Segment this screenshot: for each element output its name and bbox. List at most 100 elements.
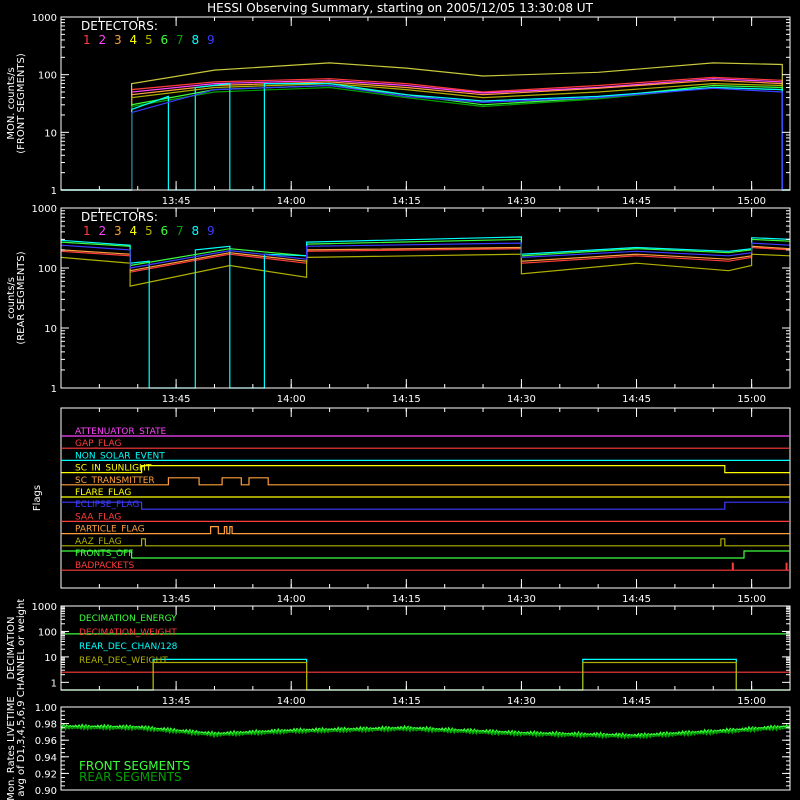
flags-plot-frame: [60, 407, 791, 589]
front-x-tick-label: 15:00: [737, 196, 766, 207]
decimation-legend-decimation-weight: DECIMATION_WEIGHT: [79, 628, 177, 638]
flag-label-particle-flag: PARTICLE_FLAG: [75, 525, 145, 535]
livetime-y-tick-label: 0.92: [35, 769, 57, 780]
rear-legend-item: 3: [114, 224, 122, 238]
rear-y-tick-label: 10: [44, 324, 57, 335]
livetime-legend-rear-segments: REAR SEGMENTS: [79, 770, 182, 784]
rear-legend-item: 1: [83, 224, 91, 238]
flags-x-tick-label: 14:15: [392, 594, 421, 605]
flag-label-saa-flag: SAA_FLAG: [75, 512, 121, 522]
rear-legend-item: 4: [130, 224, 138, 238]
livetime-y-tick-label: 0.98: [35, 720, 57, 731]
flags-x-tick-label: 14:45: [622, 594, 651, 605]
decimation-legend-rear-dec-weight: REAR_DEC_WEIGHT: [79, 656, 168, 666]
front-legend-title: DETECTORS:: [81, 19, 158, 33]
rear-y-tick-label: 1: [51, 384, 57, 395]
rear-legend-item: 7: [176, 224, 184, 238]
flag-label-gap-flag: GAP_FLAG: [75, 439, 121, 449]
rear-legend-item: 8: [192, 224, 200, 238]
decimation-x-tick-label: 15:00: [737, 696, 766, 707]
flag-label-badpackets: BADPACKETS: [75, 561, 134, 571]
flag-line-fronts-off: [61, 550, 790, 559]
flag-label-flare-flag: FLARE_FLAG: [75, 488, 131, 498]
flag-label-fronts-off: FRONTS_OFF: [75, 549, 133, 559]
front-x-tick-label: 14:30: [507, 196, 536, 207]
rear-y-axis-label: counts/s: [6, 277, 17, 319]
rear-legend-item: 6: [161, 224, 169, 238]
front-series-line-4: [61, 62, 790, 191]
livetime-y-tick-label: 1.00: [35, 703, 57, 714]
livetime-legend-front-segments: FRONT SEGMENTS: [79, 759, 190, 773]
flags-x-tick-label: 13:45: [162, 594, 191, 605]
flag-label-sc-transmitter: SC_TRANSMITTER: [75, 476, 155, 486]
flags-x-tick-label: 15:00: [737, 594, 766, 605]
front-series-line-1: [61, 76, 790, 191]
flag-label-sc-in-sunlight: SC_IN_SUNLIGHT: [75, 464, 152, 474]
rear-y-axis-label: (REAR SEGMENTS): [16, 251, 27, 344]
livetime-y-tick-label: 0.94: [35, 753, 57, 764]
flag-line-aaz-flag: [61, 538, 790, 547]
front-legend-item: 4: [130, 33, 138, 47]
front-x-tick-label: 14:15: [392, 196, 421, 207]
livetime-series-rear-segments: [60, 724, 790, 740]
front-legend-item: 7: [176, 33, 184, 47]
flag-line-sc-transmitter: [61, 477, 790, 486]
front-y-axis-label: (FRONT SEGMENTS): [16, 53, 27, 154]
flag-line-particle-flag: [61, 526, 790, 535]
rear-x-tick-label: 14:45: [622, 394, 651, 405]
front-legend-item: 8: [192, 33, 200, 47]
rear-y-tick-label: 1000: [32, 204, 57, 215]
rear-plot-frame: [60, 207, 791, 389]
rear-x-tick-label: 14:00: [277, 394, 306, 405]
flags-y-axis-label: Flags: [32, 485, 43, 511]
front-x-tick-label: 14:45: [622, 196, 651, 207]
decimation-x-tick-label: 14:45: [622, 696, 651, 707]
flag-label-non-solar-event: NON_SOLAR_EVENT: [75, 451, 165, 461]
front-legend-item: 6: [161, 33, 169, 47]
decimation-y-axis-label: DECIMATION: [6, 616, 17, 679]
rear-series-line-9: [60, 242, 791, 269]
front-series-line-7: [61, 86, 790, 191]
front-y-axis-label: MON. counts/s: [6, 67, 17, 139]
flag-line-sc-in-sunlight: [61, 465, 790, 474]
decimation-plot-frame: [60, 605, 791, 691]
front-x-tick-label: 13:45: [162, 196, 191, 207]
decimation-legend-decimation-energy: DECIMATION_ENERGY: [79, 614, 177, 624]
livetime-y-tick-label: 0.96: [35, 736, 57, 747]
decimation-y-tick-label: 10: [44, 653, 57, 664]
decimation-x-tick-label: 14:30: [507, 696, 536, 707]
front-legend-item: 9: [207, 33, 215, 47]
rear-legend-item: 5: [145, 224, 153, 238]
front-x-tick-label: 14:00: [277, 196, 306, 207]
front-legend-item: 3: [114, 33, 122, 47]
decimation-y-tick-label: 100: [38, 627, 57, 638]
front-plot-frame: [60, 16, 791, 191]
front-y-tick-label: 1000: [32, 13, 57, 24]
decimation-x-tick-label: 14:15: [392, 696, 421, 707]
front-legend-item: 5: [145, 33, 153, 47]
flags-x-tick-label: 14:00: [277, 594, 306, 605]
livetime-y-axis-label: Mon. Rates LIVETIME: [6, 696, 17, 800]
decimation-y-tick-label: 1000: [32, 602, 57, 613]
decimation-x-tick-label: 13:45: [162, 696, 191, 707]
front-series-line-2: [61, 78, 790, 191]
flags-x-tick-label: 14:30: [507, 594, 536, 605]
front-series-line-9: [61, 84, 790, 191]
front-legend-item: 1: [83, 33, 91, 47]
decimation-series-line-rear-dec-chan-128: [61, 658, 790, 691]
rear-x-tick-label: 14:15: [392, 394, 421, 405]
decimation-series-line-rear-dec-weight: [61, 661, 790, 691]
livetime-y-axis-label: avg of D1,3,4,5,6,9: [16, 700, 27, 796]
front-y-tick-label: 1: [51, 186, 57, 197]
decimation-x-tick-label: 14:00: [277, 696, 306, 707]
decimation-y-axis-label: CHANNEL or weight: [16, 599, 27, 698]
rear-legend-title: DETECTORS:: [81, 210, 158, 224]
rear-series-line-8: [60, 236, 791, 389]
plot-panels: 1 10 100 1000 13:45 14:00 14:15 14:30 14:45 15:00…: [6, 13, 791, 800]
flag-label-attenuator-state: ATTENUATOR_STATE: [75, 427, 167, 437]
livetime-y-tick-label: 0.90: [35, 786, 57, 797]
front-series-line-6: [61, 84, 790, 191]
rear-y-tick-label: 100: [38, 264, 57, 275]
front-y-tick-label: 100: [38, 71, 57, 82]
